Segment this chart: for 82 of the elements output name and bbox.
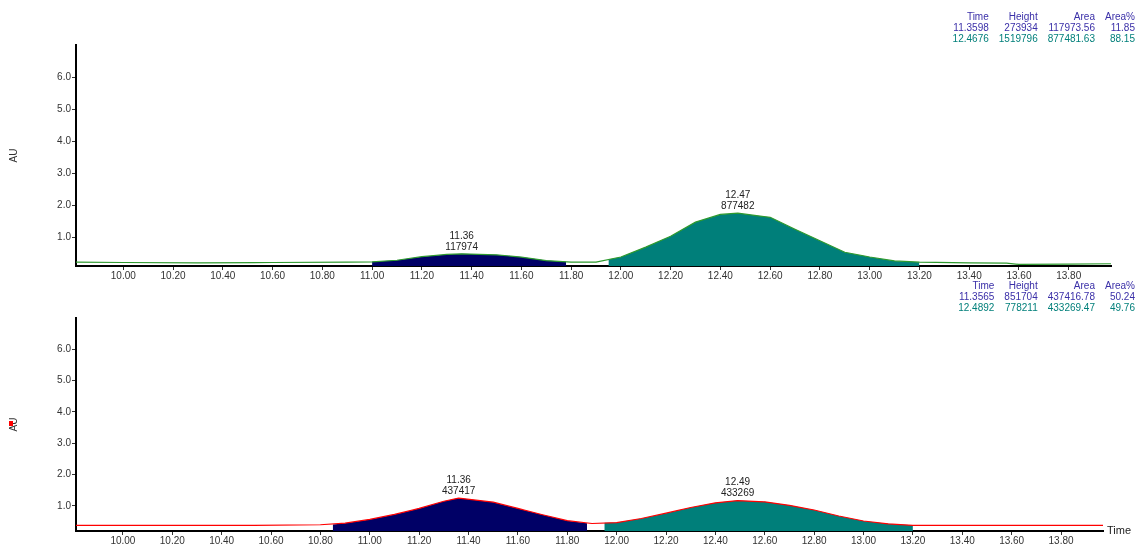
text: Time — [965, 11, 989, 22]
x-tick-label: 11.00 — [357, 534, 383, 546]
x-tick-label: 10.20 — [160, 269, 186, 281]
x-tick-label: 13.20 — [900, 534, 926, 546]
text: Height — [1008, 280, 1038, 291]
x-tick-label: 13.60 — [999, 534, 1025, 546]
text: Area% — [1104, 280, 1135, 291]
x-tick-label: 12.00 — [608, 269, 634, 281]
text: 12.4892 — [957, 302, 995, 313]
text: 117973.56 — [1047, 22, 1095, 33]
text: 877481.63 — [1046, 33, 1095, 44]
text: Time — [971, 280, 995, 291]
x-tick-label: 11.40 — [459, 269, 485, 281]
y-tick-label: 5.0 — [57, 374, 72, 386]
y-tick-label: 6.0 — [57, 70, 72, 82]
x-tick-label: 11.20 — [407, 534, 432, 546]
y-tick-label: 2.0 — [57, 468, 72, 480]
x-tick-label: 12.80 — [807, 269, 833, 281]
x-tick-label: 10.60 — [258, 534, 284, 546]
x-tick-label: 12.20 — [658, 269, 684, 281]
text: 273934 — [1003, 22, 1038, 33]
x-tick-label: 12.40 — [702, 534, 729, 546]
annotation: 12.47 877482 — [721, 188, 755, 211]
text: Area — [1072, 280, 1095, 291]
y-tick-label: 2.0 — [57, 198, 72, 210]
x-tick-label: 10.60 — [260, 269, 286, 281]
x-tick-label: 10.40 — [209, 534, 235, 546]
x-tick-label: 13.00 — [851, 534, 877, 546]
y-tick-label: 4.0 — [57, 405, 72, 417]
y-tick-label: 1.0 — [57, 230, 72, 242]
x-tick-label: 12.60 — [757, 269, 784, 281]
y-tick-label: 3.0 — [57, 437, 72, 449]
x-tick-label: 12.40 — [707, 269, 734, 281]
x-tick-label: 11.60 — [509, 269, 534, 281]
text: 433269.47 — [1046, 302, 1095, 313]
x-axis-title: Time — [1107, 524, 1132, 537]
x-tick-label: 11.00 — [359, 269, 385, 281]
text: 437416.78 — [1046, 291, 1095, 302]
x-tick-label: 12.60 — [752, 534, 778, 546]
y-tick-label: 4.0 — [57, 134, 72, 146]
text: 50.24 — [1108, 291, 1135, 302]
x-tick-label: 13.80 — [1056, 269, 1082, 281]
text: 88.15 — [1108, 33, 1135, 44]
x-tick-label: 10.00 — [110, 269, 137, 281]
y-tick-label: 1.0 — [57, 499, 72, 511]
y-axis-title: AU — [7, 148, 19, 163]
annotation: 12.49 433269 — [720, 476, 755, 499]
text: 11.3565 — [957, 291, 995, 302]
y-tick-label: 6.0 — [57, 343, 72, 355]
text: 778211 — [1004, 302, 1038, 313]
x-tick-label: 11.80 — [555, 534, 580, 546]
text: 851704 — [1003, 291, 1038, 302]
x-tick-label: 13.40 — [949, 534, 976, 546]
text: Height — [1008, 11, 1038, 22]
annotation: 11.36 117974 — [445, 229, 479, 252]
text: 12.4676 — [951, 33, 989, 44]
x-tick-label: 13.00 — [857, 269, 883, 281]
x-tick-label: 11.80 — [558, 269, 584, 281]
y-tick-label: 5.0 — [57, 102, 72, 114]
x-tick-label: 10.80 — [309, 269, 336, 281]
annotation: 11.36 437417 — [441, 473, 476, 496]
x-tick-label: 12.20 — [653, 534, 679, 546]
text: 49.76 — [1108, 302, 1135, 313]
y-tick-label: 3.0 — [57, 166, 72, 178]
text: 11.3598 — [952, 22, 989, 33]
x-tick-label: 11.40 — [456, 534, 482, 546]
text: Area% — [1104, 11, 1135, 22]
text: 11.85 — [1109, 22, 1135, 33]
text: 1519796 — [997, 33, 1038, 44]
x-tick-label: 10.00 — [110, 534, 136, 546]
text: Area — [1072, 11, 1095, 22]
x-tick-label: 13.80 — [1048, 534, 1074, 546]
x-tick-label: 12.00 — [604, 534, 630, 546]
x-tick-label: 10.80 — [307, 534, 334, 546]
x-tick-label: 11.20 — [409, 269, 435, 281]
x-tick-label: 13.40 — [956, 269, 983, 281]
x-tick-label: 11.60 — [505, 534, 531, 546]
x-tick-label: 13.60 — [1006, 269, 1032, 281]
x-tick-label: 10.40 — [210, 269, 236, 281]
x-tick-label: 13.20 — [906, 269, 933, 281]
x-tick-label: 10.20 — [159, 534, 186, 546]
x-tick-label: 12.80 — [801, 534, 828, 546]
